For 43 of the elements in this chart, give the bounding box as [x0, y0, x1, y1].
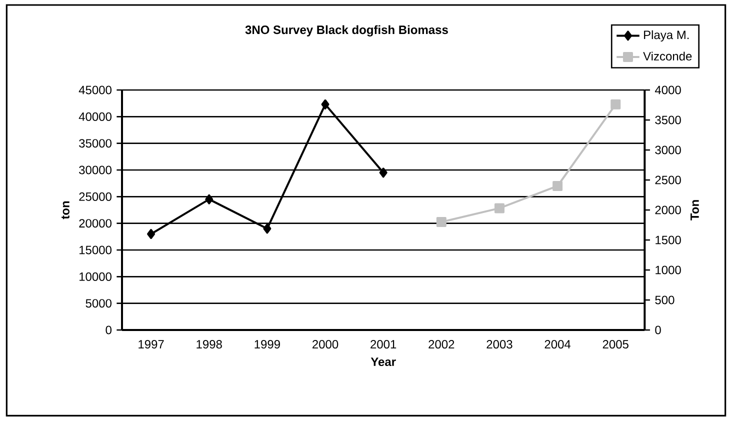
y2-tick-label: 0	[655, 326, 661, 334]
y-axis-title: ton	[62, 201, 70, 220]
legend-label: Vizconde	[643, 52, 692, 61]
point	[610, 99, 621, 110]
x-tick-label: 2000	[312, 340, 338, 349]
point	[263, 224, 272, 234]
y-tick-label: 35000	[79, 139, 112, 148]
y2-tick-label: 500	[655, 296, 674, 304]
y2-tick-label: 4000	[654, 86, 681, 94]
point	[552, 180, 563, 191]
y-tick-label: 25000	[79, 192, 112, 201]
y-tick-label: 5000	[86, 299, 112, 308]
y2-axis-title: Ton	[690, 200, 699, 220]
x-tick-label: 1997	[138, 340, 164, 349]
point	[436, 216, 446, 227]
point	[205, 194, 214, 204]
x-axis-title: Year	[370, 358, 396, 366]
point	[379, 168, 388, 178]
y2-tick-label: 1000	[656, 266, 681, 274]
chart-title: 3NO Survey Black dogfish Biomass	[245, 25, 448, 36]
x-tick-label: 1998	[196, 340, 222, 349]
y2-tick-label: 2000	[655, 206, 681, 214]
x-tick-label: 2005	[602, 340, 628, 349]
y2-tick-label: 3500	[655, 116, 681, 124]
y-tick-label: 10000	[80, 272, 112, 281]
y-tick-label: 30000	[79, 166, 112, 174]
point	[321, 99, 330, 110]
y-tick-label: 15000	[80, 246, 112, 254]
x-tick-label: 1999	[254, 340, 280, 349]
y2-tick-label: 3000	[655, 146, 681, 154]
y-tick-label: 45000	[78, 86, 112, 94]
y2-tick-label: 1500	[656, 236, 681, 244]
y-tick-label: 0	[106, 326, 112, 334]
legend-label: Playa M.	[644, 30, 689, 42]
x-tick-label: 2001	[370, 340, 396, 349]
y-tick-label: 40000	[78, 112, 112, 121]
y-tick-label: 20000	[79, 219, 112, 228]
x-tick-label: 2002	[428, 340, 454, 349]
y2-tick-label: 2500	[655, 176, 681, 184]
x-tick-label: 2004	[544, 340, 571, 349]
x-tick-label: 2003	[486, 340, 512, 349]
point	[147, 228, 156, 239]
point	[494, 203, 504, 214]
